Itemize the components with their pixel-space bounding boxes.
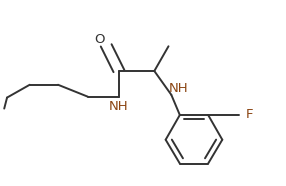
Text: O: O: [94, 33, 104, 46]
Text: F: F: [245, 108, 253, 121]
Text: NH: NH: [109, 100, 129, 113]
Text: NH: NH: [168, 82, 188, 95]
